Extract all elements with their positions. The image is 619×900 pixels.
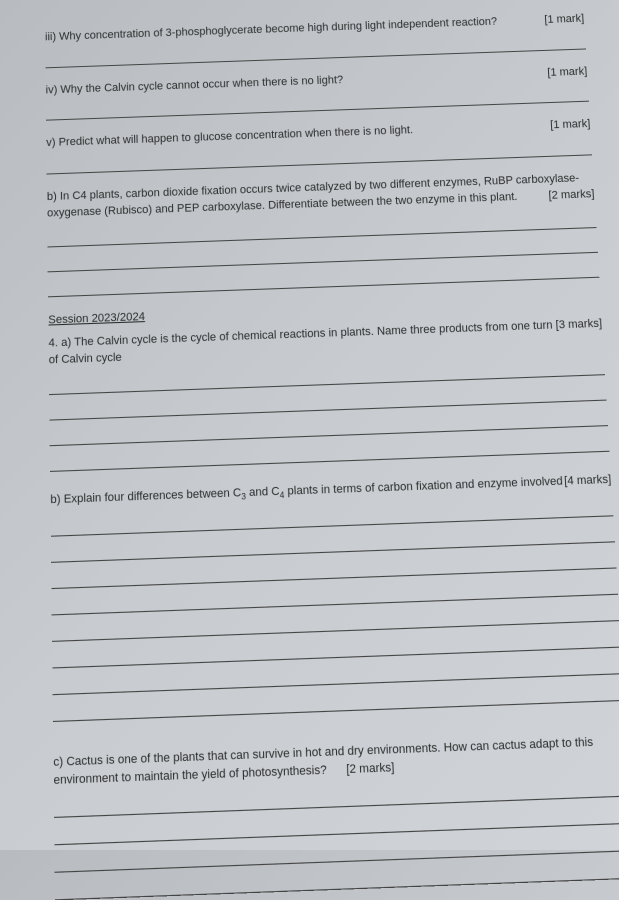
marks-iii: [1 mark] — [544, 11, 585, 29]
question-v: [1 mark] v) Predict what will happen to … — [46, 116, 592, 174]
q4b-mid: and C — [246, 485, 280, 499]
q4b-pre: b) Explain four differences between C — [50, 486, 241, 506]
question-4a: 4. [3 marks] a) The Calvin cycle is the … — [48, 315, 609, 472]
question-4c: c) Cactus is one of the plants that can … — [53, 732, 619, 900]
marks-4a: [3 marks] — [555, 315, 602, 334]
marks-iv: [1 mark] — [547, 63, 588, 81]
question-iv: [1 mark] iv) Why the Calvin cycle cannot… — [46, 63, 589, 121]
question-iii: [1 mark] iii) Why concentration of 3-pho… — [45, 11, 586, 68]
marks-4c: [2 marks] — [346, 761, 395, 776]
question-4b: [4 marks] b) Explain four differences be… — [50, 471, 619, 722]
question-4-number: 4. — [48, 336, 58, 349]
marks-v: [1 mark] — [550, 116, 591, 134]
marks-4b: [4 marks] — [564, 471, 612, 490]
marks-b: [2 marks] — [548, 186, 595, 205]
q4b-post: plants in terms of carbon fixation and e… — [284, 474, 563, 497]
question-b: b) In C4 plants, carbon dioxide fixation… — [47, 169, 600, 297]
